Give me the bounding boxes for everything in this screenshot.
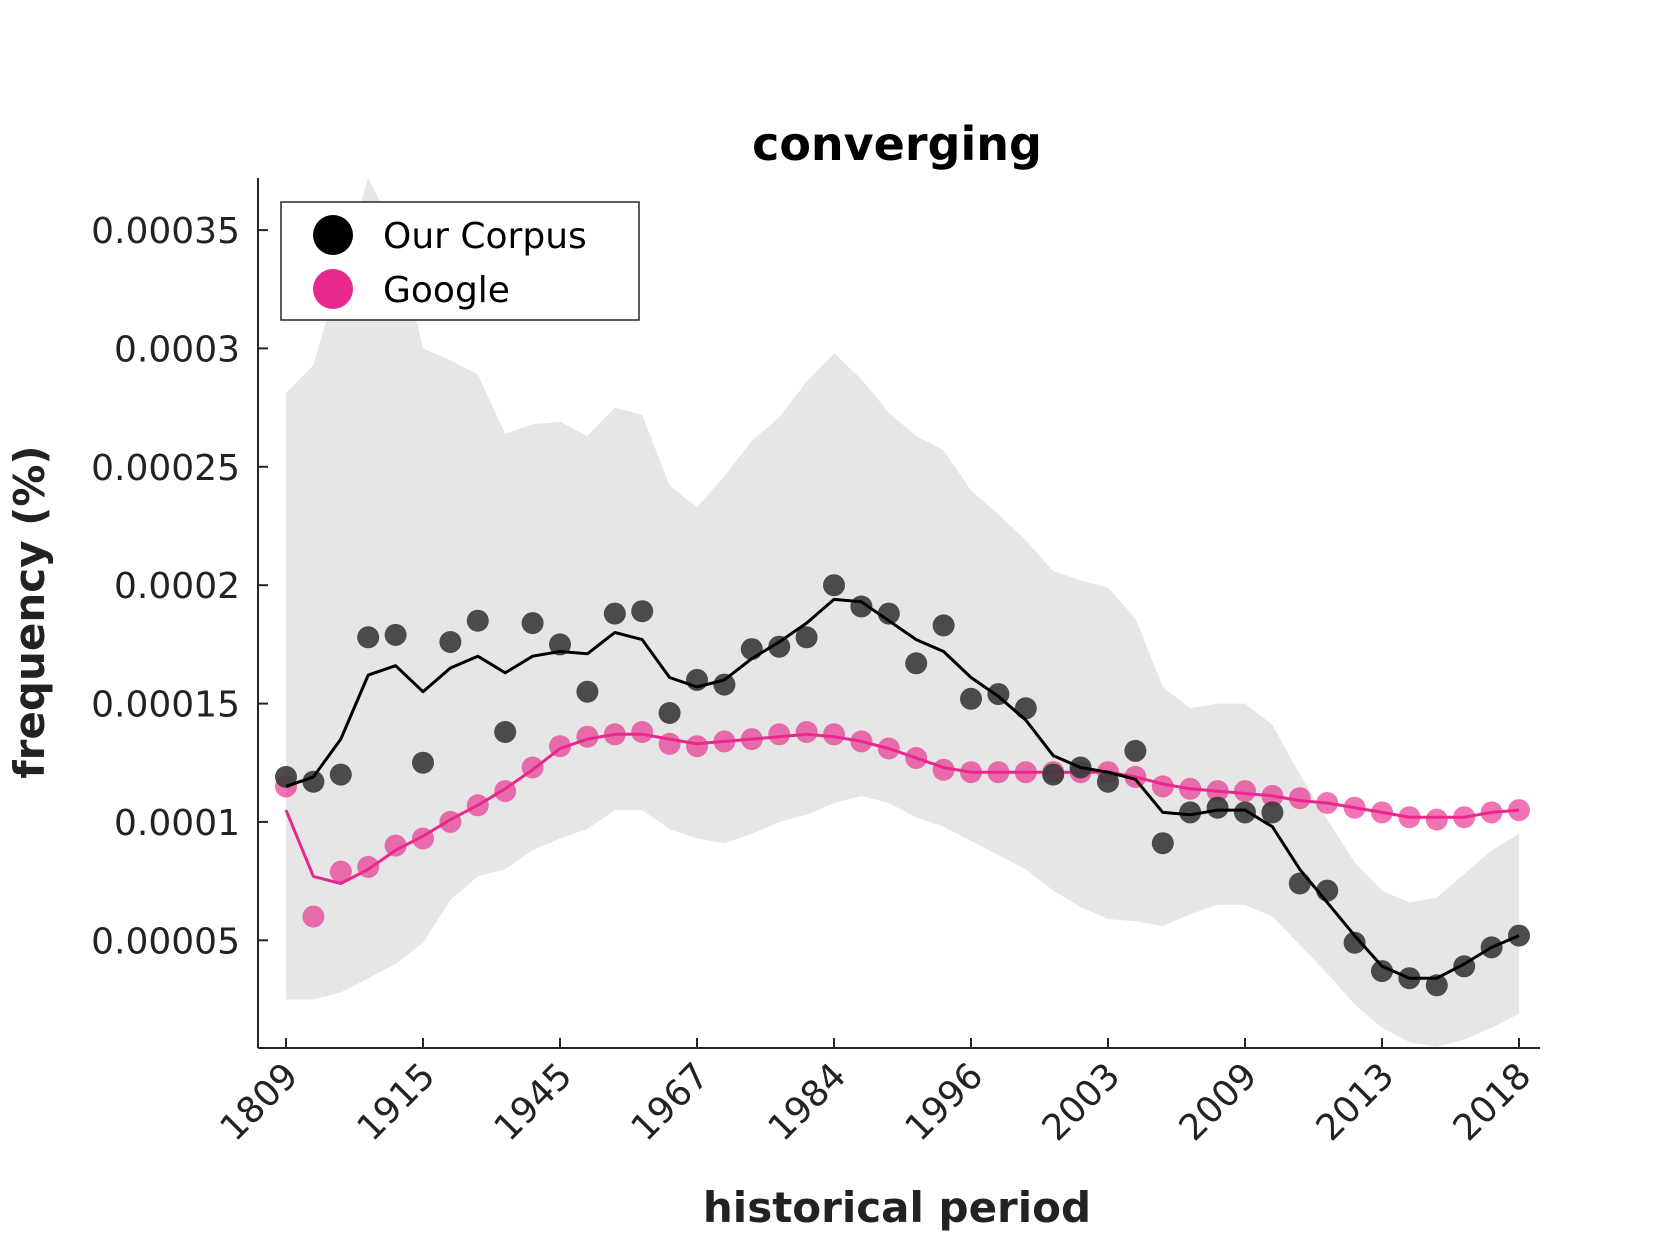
google-point [795, 721, 818, 743]
corpus-point [1179, 801, 1202, 824]
x-tick-label: 1809 [213, 1055, 307, 1149]
corpus-point [1288, 872, 1311, 895]
x-axis-label: historical period [703, 1183, 1091, 1232]
legend-marker-google [313, 269, 353, 309]
legend-label-google: Google [383, 270, 510, 311]
x-tick-label: 1915 [350, 1055, 444, 1149]
corpus-point [439, 631, 462, 653]
y-axis-label: frequency (%) [5, 445, 54, 778]
corpus-point [1425, 974, 1448, 997]
corpus-point [576, 680, 599, 703]
corpus-point [1371, 960, 1393, 983]
corpus-point [795, 626, 818, 649]
corpus-point [1316, 879, 1339, 902]
y-tick-label: 0.00005 [91, 921, 240, 962]
corpus-point [357, 626, 380, 649]
google-point [658, 732, 681, 755]
google-point [1288, 787, 1311, 810]
google-point [686, 735, 708, 758]
corpus-point [1261, 801, 1284, 824]
corpus-point [960, 687, 982, 710]
corpus-trend-line [285, 597, 1520, 980]
corpus-point [384, 623, 407, 646]
x-tick-label: 1945 [487, 1055, 581, 1149]
y-tick-label: 0.00025 [91, 448, 240, 489]
google-point [302, 905, 325, 928]
x-tick-label: 2009 [1172, 1055, 1266, 1149]
x-tick-label: 1996 [898, 1055, 992, 1149]
corpus-point [1343, 931, 1366, 954]
corpus-point [713, 673, 736, 696]
google-point [1151, 775, 1174, 798]
corpus-series [275, 574, 1530, 997]
corpus-point [1151, 832, 1174, 855]
corpus-point [1206, 796, 1229, 819]
x-ticks: 1809 1915 1945 1967 1984 1996 2003 2009 2013 2018 [213, 1038, 1540, 1149]
y-tick-label: 0.00035 [91, 211, 240, 252]
corpus-point [302, 770, 325, 793]
corpus-point [932, 614, 955, 637]
corpus-point [877, 602, 900, 625]
corpus-point [521, 612, 544, 635]
y-ticks: 0.00005 0.0001 0.00015 0.0002 0.00025 0.0003 0… [91, 211, 268, 962]
corpus-point [823, 574, 845, 597]
confidence-band [286, 178, 1519, 1047]
google-point [1234, 780, 1256, 803]
band-layer [286, 178, 1519, 1047]
google-point [384, 834, 407, 857]
corpus-point [603, 602, 626, 625]
corpus-point [1124, 739, 1147, 762]
corpus-point [412, 751, 434, 774]
y-tick-label: 0.0002 [114, 566, 240, 607]
google-point [329, 860, 352, 883]
corpus-point [549, 633, 571, 656]
corpus-point [1097, 770, 1119, 793]
legend-label-corpus: Our Corpus [383, 216, 587, 257]
y-tick-label: 0.00015 [91, 685, 240, 726]
plot-area [275, 178, 1530, 1047]
x-tick-label: 2018 [1446, 1055, 1540, 1149]
x-tick-label: 2013 [1309, 1055, 1403, 1149]
google-point [1425, 808, 1448, 831]
x-tick-label: 1984 [761, 1055, 855, 1149]
chart-title: converging [752, 117, 1042, 171]
corpus-point [658, 702, 681, 724]
y-tick-label: 0.0003 [114, 329, 240, 370]
y-tick-label: 0.0001 [114, 803, 240, 844]
corpus-point [905, 652, 928, 675]
legend: Our Corpus Google [280, 201, 640, 321]
google-trend-line [284, 732, 1520, 885]
corpus-point [1234, 801, 1256, 824]
corpus-point [466, 609, 489, 632]
x-tick-label: 2003 [1035, 1055, 1129, 1149]
corpus-point [768, 635, 791, 658]
google-point [823, 723, 845, 746]
corpus-point [1042, 763, 1065, 786]
google-series [275, 721, 1530, 928]
corpus-point [329, 763, 352, 786]
google-point [631, 721, 654, 743]
google-point [768, 723, 791, 746]
corpus-point [631, 600, 654, 623]
corpus-point [1014, 697, 1037, 720]
legend-marker-corpus [313, 215, 353, 255]
corpus-point [740, 638, 763, 661]
x-tick-label: 1967 [624, 1055, 718, 1149]
corpus-point [275, 765, 297, 788]
corpus-point [494, 721, 517, 743]
